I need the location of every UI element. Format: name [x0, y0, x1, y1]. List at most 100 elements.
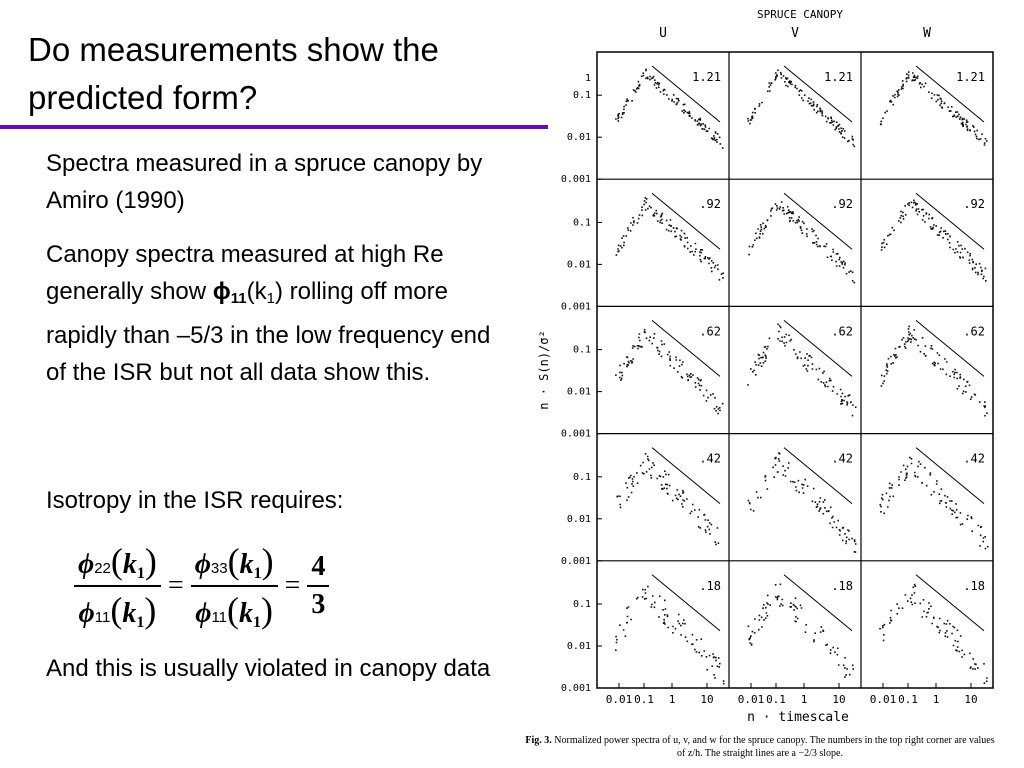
phi: ϕ: [195, 598, 212, 629]
caption-text: Normalized power spectra of u, v, and w …: [554, 735, 995, 759]
slope-line: [783, 574, 853, 632]
subscript: 1: [253, 565, 262, 582]
panel-label: .92: [963, 197, 985, 211]
paren: ): [144, 590, 157, 630]
column-header: W: [923, 26, 931, 41]
x-tick-label: 1: [669, 693, 676, 706]
panel-label: .42: [699, 452, 721, 466]
scatter-dots: [615, 68, 724, 149]
scatter-dots: [615, 328, 724, 415]
x-tick-label: 1: [933, 693, 940, 706]
phi: ϕ: [194, 549, 211, 580]
y-tick-label: 1: [585, 73, 591, 84]
text: (k: [246, 278, 267, 305]
y-axis-label: n · S(n)/σ²: [537, 330, 551, 409]
y-tick-label: 0.001: [561, 429, 591, 440]
panel-label: .42: [963, 452, 985, 466]
scatter-dots: [615, 585, 725, 685]
paren: (: [227, 541, 240, 581]
x-tick-label: 0.01: [606, 693, 633, 706]
subscript: 22: [94, 560, 111, 577]
y-tick-label: 0.001: [561, 683, 591, 694]
paren: ): [144, 541, 157, 581]
k: k: [239, 598, 254, 629]
x-tick-label: 0.01: [738, 693, 765, 706]
title-rule: [0, 125, 548, 129]
panel-label: .18: [699, 579, 721, 593]
text: rolling off more rapidly than –5/3 in th…: [46, 278, 491, 386]
y-tick-label: 0.01: [567, 259, 591, 270]
slope-line: [915, 447, 985, 504]
x-tick-label: 0.01: [870, 693, 897, 706]
slope-line: [915, 65, 985, 123]
slope-line: [783, 65, 853, 123]
scatter-dots: [747, 452, 857, 553]
paren: ): [261, 590, 274, 630]
y-tick-label: 0.1: [573, 345, 591, 356]
fraction: ϕ22(k1) ϕ11(k1): [74, 538, 161, 634]
panel-label: .92: [699, 197, 721, 211]
y-tick-label: 0.1: [573, 90, 591, 101]
scatter-dots: [879, 583, 988, 684]
denominator: 3: [311, 589, 326, 620]
paragraph: Isotropy in the ISR requires:: [46, 487, 344, 514]
scatter-dots: [748, 201, 856, 284]
denominator: ϕ11(k1): [75, 587, 161, 634]
scatter-dots: [880, 199, 987, 282]
k: k: [122, 549, 137, 580]
y-tick-label: 0.01: [567, 641, 591, 652]
paren: (: [227, 590, 240, 630]
x-axis-label: n · timescale: [747, 710, 849, 725]
subscript: 1: [136, 565, 145, 582]
paragraph: And this is usually violated in canopy d…: [46, 655, 491, 682]
slope-line: [915, 574, 985, 632]
subscript: 1: [136, 614, 145, 631]
text: ): [274, 278, 283, 305]
subscript: 11: [211, 609, 228, 626]
column-header: V: [791, 26, 799, 41]
panel-label: .18: [963, 579, 985, 593]
phi: ϕ: [78, 598, 95, 629]
slide-title: Do measurements show the predicted form?: [28, 31, 439, 116]
slope-line: [783, 447, 853, 504]
scatter-dots: [747, 583, 855, 678]
symbol: ϕ: [212, 278, 231, 305]
numerator: ϕ33(k1): [190, 538, 278, 587]
fraction: ϕ33(k1) ϕ11(k1): [190, 538, 278, 634]
panel-label: .62: [699, 324, 721, 338]
subscript: 11: [94, 609, 111, 626]
equation: ϕ22(k1) ϕ11(k1) = ϕ33(k1) ϕ11(k1) = 4 3: [70, 538, 333, 634]
figure-title: SPRUCE CANOPY: [757, 8, 843, 21]
y-tick-label: 0.001: [561, 556, 591, 567]
slope-line: [915, 320, 985, 377]
denominator: ϕ11(k1): [191, 587, 277, 634]
scatter-dots: [747, 69, 856, 148]
panel-label: .62: [963, 324, 985, 338]
equals: =: [284, 570, 301, 601]
k: k: [122, 598, 137, 629]
x-tick-label: 0.1: [766, 693, 786, 706]
y-tick-label: 0.1: [573, 217, 591, 228]
paragraph: Spectra measured in a spruce canopy by A…: [46, 150, 483, 214]
caption-label: Fig. 3.: [525, 735, 552, 746]
slope-line: [783, 192, 853, 250]
plot-frame: [596, 51, 994, 689]
numerator: ϕ22(k1): [74, 538, 161, 587]
slope-line: [651, 192, 721, 250]
y-tick-label: 0.1: [573, 472, 591, 483]
y-tick-label: 0.001: [561, 174, 591, 185]
scatter-dots: [615, 197, 724, 281]
scatter-dots: [880, 325, 988, 417]
paren: (: [110, 541, 123, 581]
paragraph: Canopy spectra measured at high Re gener…: [46, 236, 496, 391]
slope-line: [651, 574, 721, 632]
x-tick-label: 10: [964, 693, 977, 706]
slope-line: [915, 192, 985, 250]
scatter-dots: [879, 71, 988, 146]
k: k: [239, 549, 254, 580]
paren: (: [110, 590, 123, 630]
y-tick-label: 0.01: [567, 387, 591, 398]
slope-line: [783, 320, 853, 377]
